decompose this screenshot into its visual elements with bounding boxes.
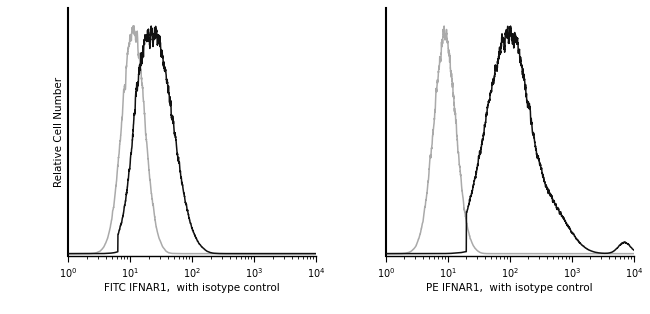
X-axis label: FITC IFNAR1,  with isotype control: FITC IFNAR1, with isotype control [105,283,280,293]
X-axis label: PE IFNAR1,  with isotype control: PE IFNAR1, with isotype control [426,283,593,293]
Y-axis label: Relative Cell Number: Relative Cell Number [54,77,64,187]
